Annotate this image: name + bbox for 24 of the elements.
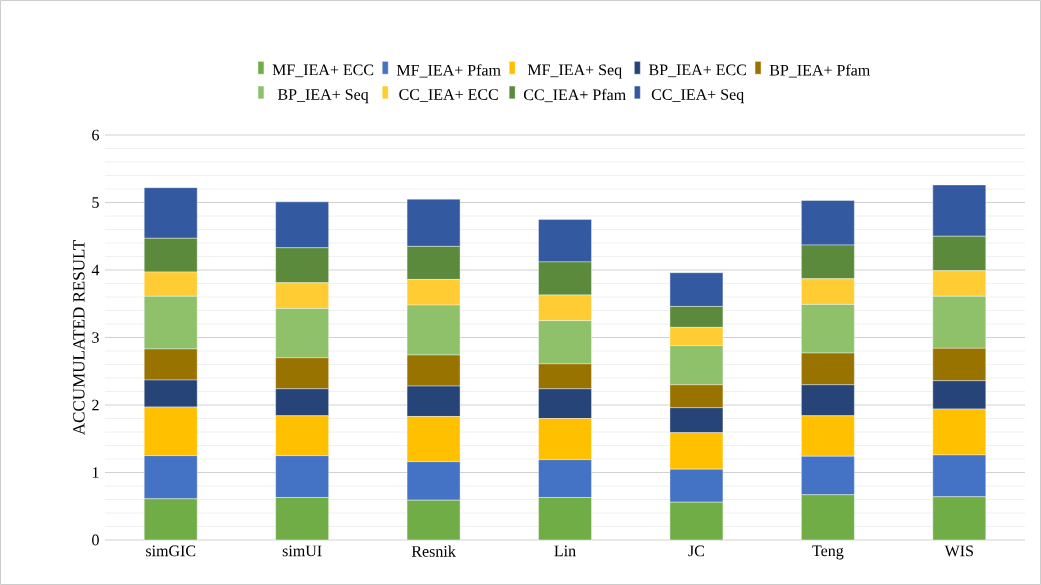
x-tick-label: Resnik [411, 545, 456, 557]
y-axis-title: ACCUMULATED RESULT [73, 240, 85, 436]
legend-label: BP_IEA+ Pfam [769, 64, 870, 78]
x-tick-label: Teng [812, 545, 844, 560]
x-tick-label: Lin [554, 545, 576, 557]
legend-label: MF_IEA+ ECC [272, 64, 374, 78]
legend-label: BP_IEA+ Seq [277, 89, 369, 104]
x-tick-label: simGIC [146, 545, 196, 557]
legend-label: CC_IEA+ Seq [651, 89, 744, 104]
y-tick-label: 5 [92, 197, 99, 208]
x-tick-label: WIS [944, 545, 973, 557]
y-tick-label: 1 [92, 467, 99, 478]
legend-label: CC_IEA+ Pfam [524, 88, 626, 103]
legend-label: BP_IEA+ ECC [648, 64, 746, 78]
legend-label: MF_IEA+ Seq [527, 64, 622, 79]
y-tick-label: 6 [92, 129, 99, 141]
x-tick-label: simUI [282, 545, 322, 557]
legend-label: CC_IEA+ ECC [399, 89, 498, 102]
y-tick-label: 4 [91, 264, 100, 276]
legend-label: MF_IEA+ Pfam [396, 64, 501, 78]
y-tick-label: 0 [92, 534, 99, 546]
x-tick-label: JC [688, 545, 705, 557]
y-tick-label: 3 [92, 332, 99, 343]
y-tick-label: 2 [92, 399, 99, 411]
